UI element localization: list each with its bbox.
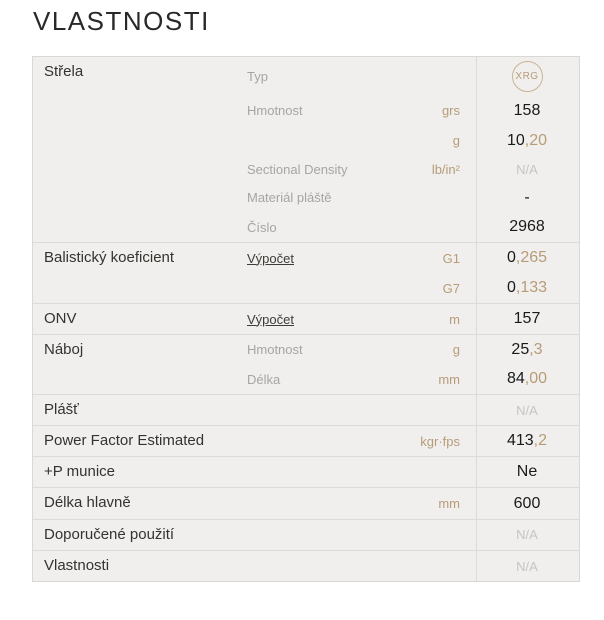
row-label: ONV — [44, 310, 77, 327]
unit-label: lb/in² — [431, 161, 460, 177]
property-sublabel: Materiál pláště — [247, 190, 332, 205]
unit-label: g — [452, 342, 460, 357]
vypocet-link[interactable]: Výpočet — [247, 250, 294, 266]
property-value: - — [524, 188, 530, 206]
page-title: VLASTNOSTI — [33, 6, 210, 36]
unit-label: g — [452, 133, 460, 148]
table-row-power-factor: Power Factor Estimated kgr·fps 413,2 — [33, 426, 579, 457]
property-line: Výpočet m 157 — [247, 304, 579, 334]
unit-label: G1 — [442, 250, 460, 266]
property-line: Číslo 2968 — [247, 212, 579, 242]
table-row-naboj: Náboj Hmotnost g 25,3 Délka mm 84,00 — [33, 335, 579, 395]
table-row-delka-hlavne: Délka hlavně mm 600 — [33, 488, 579, 520]
row-label: Vlastnosti — [44, 557, 110, 574]
property-value: N/A — [516, 526, 538, 542]
property-line: N/A — [247, 520, 579, 548]
unit-label: mm — [438, 496, 460, 511]
property-value: N/A — [516, 161, 538, 177]
property-value: 2968 — [509, 218, 545, 235]
property-line: Materiál pláště - — [247, 183, 579, 212]
property-value: N/A — [516, 402, 538, 418]
property-line: Ne — [247, 457, 579, 487]
property-line: Sectional Density lb/in² N/A — [247, 155, 579, 183]
property-sublabel: Typ — [247, 68, 268, 84]
property-sublabel: Hmotnost — [247, 342, 303, 357]
bullet-type-badge[interactable]: XRG — [511, 60, 543, 92]
table-row-balisticky-koeficient: Balistický koeficient Výpočet G1 0,265 G… — [33, 243, 579, 304]
property-value: 413,2 — [506, 432, 548, 449]
row-label: Plášť — [44, 401, 79, 418]
row-label: Doporučené použití — [44, 526, 175, 543]
property-line: G7 0,133 — [247, 273, 579, 303]
table-row-p-munice: +P munice Ne — [33, 457, 579, 488]
property-sublabel: Sectional Density — [247, 161, 348, 177]
column-divider — [476, 57, 477, 581]
unit-label: G7 — [442, 280, 460, 296]
property-sublabel: Délka — [247, 371, 281, 387]
property-line: N/A — [247, 395, 579, 425]
property-sublabel: Hmotnost — [247, 103, 303, 118]
property-value: XRG — [475, 57, 579, 95]
property-value: 600 — [513, 494, 541, 512]
property-value: 10,20 — [506, 131, 548, 149]
property-value: 25,3 — [511, 340, 543, 358]
property-value: N/A — [516, 558, 538, 574]
row-label: Střela — [44, 63, 84, 80]
unit-label: m — [449, 311, 460, 327]
properties-table: Střela Typ XRG Hmotnost grs 158 g — [32, 56, 580, 582]
table-row-vlastnosti: Vlastnosti N/A — [33, 551, 579, 581]
row-label: +P munice — [44, 463, 116, 480]
row-label: Délka hlavně — [44, 494, 131, 511]
property-line: Délka mm 84,00 — [247, 364, 579, 394]
property-line: N/A — [247, 551, 579, 581]
row-label: Power Factor Estimated — [44, 432, 205, 449]
unit-label: grs — [441, 103, 460, 118]
property-value: 158 — [513, 101, 541, 119]
property-line: Hmotnost g 25,3 — [247, 335, 579, 364]
row-label: Náboj — [44, 341, 84, 358]
vypocet-link[interactable]: Výpočet — [247, 311, 294, 327]
property-value: 157 — [513, 310, 541, 327]
row-label: Balistický koeficient — [44, 249, 175, 266]
table-row-onv: ONV Výpočet m 157 — [33, 304, 579, 335]
property-value: Ne — [516, 463, 538, 480]
unit-label: mm — [438, 371, 460, 387]
property-line: Výpočet G1 0,265 — [247, 243, 579, 273]
property-line: mm 600 — [247, 488, 579, 519]
property-line: Typ XRG — [247, 57, 579, 95]
table-row-strela: Střela Typ XRG Hmotnost grs 158 g — [33, 57, 579, 243]
property-value: 0,265 — [506, 249, 548, 266]
table-row-plast: Plášť N/A — [33, 395, 579, 426]
property-line: Hmotnost grs 158 — [247, 95, 579, 126]
table-row-doporucene-pouziti: Doporučené použití N/A — [33, 520, 579, 551]
unit-label: kgr·fps — [420, 433, 460, 449]
property-line: g 10,20 — [247, 126, 579, 155]
property-sublabel: Číslo — [247, 219, 277, 235]
property-value: 84,00 — [506, 370, 548, 387]
property-value: 0,133 — [506, 279, 548, 296]
property-line: kgr·fps 413,2 — [247, 426, 579, 456]
